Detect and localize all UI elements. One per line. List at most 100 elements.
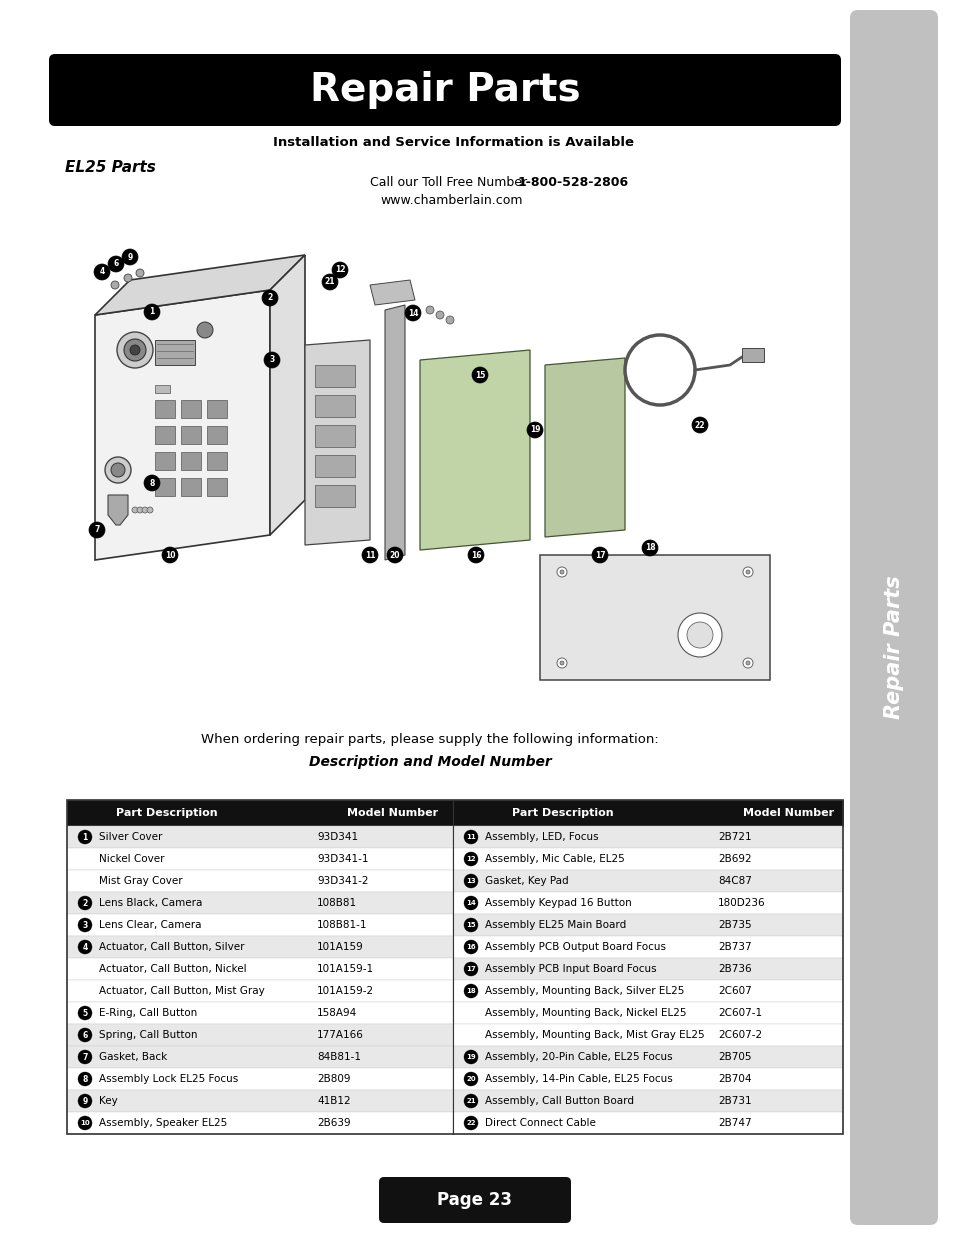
Bar	[453, 981, 842, 1002]
Bar	[181, 426, 201, 445]
Text: Lens Black, Camera: Lens Black, Camera	[99, 898, 202, 908]
Circle shape	[124, 274, 132, 282]
Text: Assembly, Speaker EL25: Assembly, Speaker EL25	[99, 1118, 227, 1128]
Text: Model Number: Model Number	[742, 808, 833, 818]
Polygon shape	[539, 555, 769, 680]
Bar	[67, 892, 453, 914]
Text: 7: 7	[94, 526, 99, 535]
Bar	[314, 425, 355, 447]
Text: 4: 4	[82, 942, 88, 951]
Bar	[67, 869, 453, 892]
Bar	[453, 1002, 842, 1024]
FancyBboxPatch shape	[378, 1177, 571, 1223]
Text: 3: 3	[82, 920, 88, 930]
Circle shape	[111, 282, 119, 289]
Text: 2C607-2: 2C607-2	[718, 1030, 761, 1040]
Text: 16: 16	[466, 944, 476, 950]
Circle shape	[463, 1116, 477, 1130]
Circle shape	[745, 571, 749, 574]
Text: 177A166: 177A166	[316, 1030, 363, 1040]
Bar	[207, 452, 227, 471]
Text: Installation and Service Information is Available: Installation and Service Information is …	[274, 137, 634, 149]
Polygon shape	[305, 340, 370, 545]
Text: 3: 3	[269, 356, 274, 364]
Bar	[154, 478, 174, 496]
Text: 2B704: 2B704	[718, 1074, 751, 1084]
Circle shape	[78, 1094, 91, 1108]
Circle shape	[117, 332, 152, 368]
Circle shape	[78, 1116, 91, 1130]
Text: 20: 20	[390, 551, 400, 559]
Polygon shape	[95, 290, 270, 559]
Text: 2B809: 2B809	[316, 1074, 350, 1084]
Circle shape	[742, 567, 752, 577]
Circle shape	[463, 1072, 477, 1086]
Circle shape	[124, 338, 146, 361]
Text: 93D341: 93D341	[316, 832, 357, 842]
Text: E-Ring, Call Button: E-Ring, Call Button	[99, 1008, 197, 1018]
Text: Actuator, Call Button, Mist Gray: Actuator, Call Button, Mist Gray	[99, 986, 265, 995]
Text: 2: 2	[82, 899, 88, 908]
Text: Model Number: Model Number	[347, 808, 437, 818]
Text: 158A94: 158A94	[316, 1008, 356, 1018]
Bar	[154, 426, 174, 445]
Bar	[207, 478, 227, 496]
Bar	[67, 981, 453, 1002]
Text: Actuator, Call Button, Nickel: Actuator, Call Button, Nickel	[99, 965, 247, 974]
Text: 1: 1	[150, 308, 154, 316]
Text: Nickel Cover: Nickel Cover	[99, 853, 164, 864]
Bar	[181, 478, 201, 496]
Text: 84B81-1: 84B81-1	[316, 1052, 360, 1062]
Circle shape	[78, 918, 91, 932]
Bar	[181, 400, 201, 417]
Text: 108B81-1: 108B81-1	[316, 920, 367, 930]
Polygon shape	[108, 495, 128, 525]
Text: 2B639: 2B639	[316, 1118, 351, 1128]
Bar	[67, 1024, 453, 1046]
Circle shape	[78, 830, 91, 844]
Circle shape	[745, 661, 749, 664]
Text: 2C607: 2C607	[718, 986, 751, 995]
Bar	[207, 426, 227, 445]
Text: 2B736: 2B736	[718, 965, 751, 974]
Circle shape	[94, 264, 110, 280]
Text: 2B692: 2B692	[718, 853, 751, 864]
Bar	[453, 892, 842, 914]
Text: 101A159-1: 101A159-1	[316, 965, 374, 974]
Bar	[453, 1068, 842, 1091]
Text: 2B731: 2B731	[718, 1095, 751, 1107]
Text: 22: 22	[694, 420, 704, 430]
Bar	[453, 914, 842, 936]
Bar	[207, 400, 227, 417]
Circle shape	[142, 508, 148, 513]
Circle shape	[526, 422, 542, 438]
Text: 6: 6	[113, 259, 118, 268]
Circle shape	[468, 547, 483, 563]
Text: Gasket, Back: Gasket, Back	[99, 1052, 167, 1062]
Text: Assembly, Mounting Back, Mist Gray EL25: Assembly, Mounting Back, Mist Gray EL25	[484, 1030, 704, 1040]
Text: Assembly, Mounting Back, Nickel EL25: Assembly, Mounting Back, Nickel EL25	[484, 1008, 686, 1018]
Bar	[154, 400, 174, 417]
Bar	[741, 348, 763, 362]
Circle shape	[463, 874, 477, 888]
Bar	[67, 1112, 453, 1134]
Circle shape	[463, 984, 477, 998]
Text: 84C87: 84C87	[718, 876, 751, 885]
Text: Key: Key	[99, 1095, 117, 1107]
Text: 2B735: 2B735	[718, 920, 751, 930]
Circle shape	[137, 508, 143, 513]
Text: Call our Toll Free Number: Call our Toll Free Number	[370, 175, 531, 189]
Circle shape	[78, 897, 91, 910]
Circle shape	[559, 571, 563, 574]
Bar	[154, 340, 194, 366]
Circle shape	[463, 852, 477, 866]
Circle shape	[78, 1028, 91, 1042]
Circle shape	[559, 661, 563, 664]
Text: 22: 22	[466, 1120, 476, 1126]
Bar	[314, 366, 355, 387]
Bar	[453, 826, 842, 848]
Text: Mist Gray Cover: Mist Gray Cover	[99, 876, 182, 885]
Circle shape	[463, 918, 477, 932]
Circle shape	[196, 322, 213, 338]
Polygon shape	[385, 305, 405, 559]
